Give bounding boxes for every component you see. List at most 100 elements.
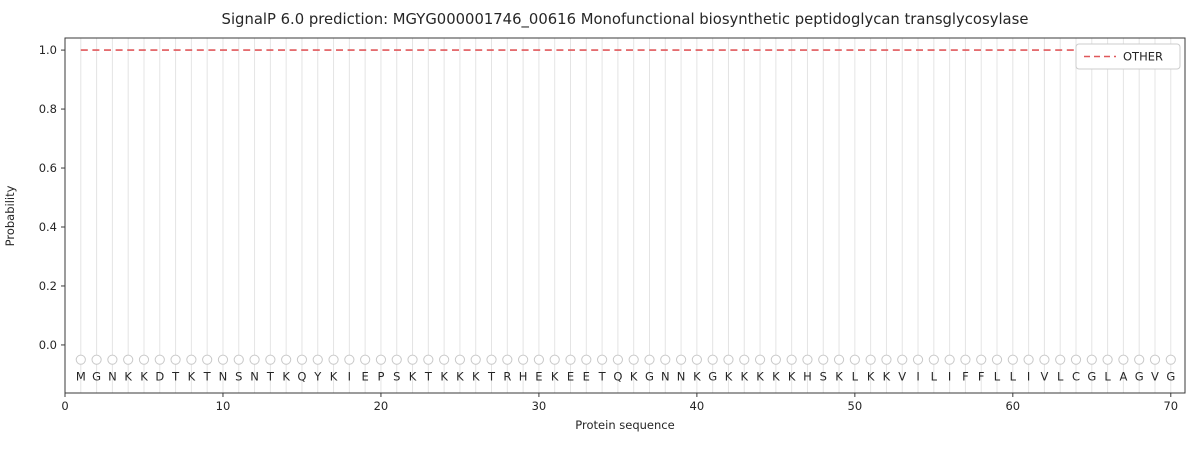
residue-letter: K xyxy=(456,370,464,384)
residue-letter: F xyxy=(978,370,985,384)
residue-letter: T xyxy=(171,370,180,384)
residue-letter: T xyxy=(266,370,275,384)
residue-marker xyxy=(944,354,955,365)
residue-letter: K xyxy=(440,370,448,384)
residue-marker xyxy=(691,354,702,365)
residue-marker xyxy=(91,354,102,365)
residue-letter: L xyxy=(1057,370,1064,384)
residue-letter: N xyxy=(677,370,686,384)
residue-letter: H xyxy=(519,370,528,384)
residue-letter: E xyxy=(567,370,574,384)
residue-letter: V xyxy=(1151,370,1159,384)
residue-marker xyxy=(628,354,639,365)
residue-letter: K xyxy=(725,370,733,384)
residue-marker xyxy=(1086,354,1097,365)
residue-marker xyxy=(470,354,481,365)
residue-marker xyxy=(281,354,292,365)
residue-letter: A xyxy=(1119,370,1127,384)
residue-marker xyxy=(454,354,466,365)
residue-letter: K xyxy=(883,370,891,384)
residue-marker xyxy=(928,354,939,365)
residue-letter: L xyxy=(1104,370,1111,384)
residue-letter: E xyxy=(362,370,369,384)
residue-marker xyxy=(849,354,860,365)
residue-letter: T xyxy=(203,370,212,384)
residue-marker xyxy=(739,354,750,365)
residue-marker xyxy=(1023,354,1034,365)
residue-marker xyxy=(960,354,971,365)
residue-letter: K xyxy=(140,370,148,384)
residue-marker xyxy=(723,354,734,365)
residue-letter: V xyxy=(1040,370,1048,384)
residue-letter: N xyxy=(661,370,670,384)
residue-marker xyxy=(897,354,908,365)
x-axis-label: Protein sequence xyxy=(575,418,674,432)
residue-marker xyxy=(518,354,529,365)
residue-marker xyxy=(1070,354,1082,365)
y-tick-label: 0.0 xyxy=(39,338,57,352)
residue-marker xyxy=(786,354,797,365)
residue-letter: K xyxy=(409,370,417,384)
residue-marker xyxy=(375,354,387,365)
x-tick-label: 10 xyxy=(216,399,231,413)
residue-letter: K xyxy=(124,370,132,384)
chart-title: SignalP 6.0 prediction: MGYG000001746_00… xyxy=(222,11,1029,28)
residue-marker xyxy=(1149,354,1161,365)
residue-letter: K xyxy=(551,370,559,384)
residue-letter: K xyxy=(867,370,875,384)
legend-other-label: OTHER xyxy=(1123,50,1163,64)
residue-letter: K xyxy=(630,370,638,384)
residue-marker xyxy=(565,354,576,365)
residue-letter: E xyxy=(535,370,542,384)
residue-letter: G xyxy=(1166,370,1175,384)
residue-marker xyxy=(1039,354,1050,365)
y-tick-label: 0.8 xyxy=(39,102,57,116)
residue-marker xyxy=(770,354,781,365)
residue-marker xyxy=(865,354,876,365)
y-tick-label: 0.6 xyxy=(39,161,57,175)
residue-marker xyxy=(170,354,181,365)
plot-area: 0 10 20 30 40 50 60 700.00.20.40.60.81.0M G N K K D T… xyxy=(39,37,1186,413)
residue-marker xyxy=(612,354,623,365)
residue-letter: K xyxy=(330,370,338,384)
residue-marker xyxy=(138,354,150,365)
residue-letter: G xyxy=(92,370,101,384)
residue-marker xyxy=(186,354,197,365)
residue-letter: R xyxy=(503,370,511,384)
residue-marker xyxy=(328,354,339,365)
residue-marker xyxy=(249,354,260,365)
legend-box xyxy=(1075,43,1181,70)
residue-letter: I xyxy=(1027,370,1030,384)
residue-marker xyxy=(1118,354,1129,365)
residue-letter: K xyxy=(188,370,196,384)
residue-letter: F xyxy=(962,370,969,384)
residue-marker xyxy=(754,354,766,365)
residue-letter: T xyxy=(598,370,607,384)
residue-letter: D xyxy=(155,370,164,384)
residue-letter: S xyxy=(235,370,242,384)
residue-letter: V xyxy=(898,370,906,384)
y-tick-label: 1.0 xyxy=(39,43,57,57)
residue-letter: N xyxy=(108,370,117,384)
residue-marker xyxy=(502,354,513,365)
residue-marker xyxy=(707,354,718,365)
residue-marker xyxy=(75,354,86,365)
residue-letter: G xyxy=(1135,370,1144,384)
residue-marker xyxy=(976,354,987,365)
residue-letter: S xyxy=(820,370,827,384)
x-tick-label: 70 xyxy=(1163,399,1178,413)
y-tick-label: 0.2 xyxy=(39,279,57,293)
residue-letter: K xyxy=(693,370,701,384)
x-tick-label: 60 xyxy=(1005,399,1020,413)
x-tick-label: 0 xyxy=(61,399,68,413)
residue-marker xyxy=(675,354,687,365)
residue-letter: S xyxy=(393,370,400,384)
residue-marker xyxy=(407,354,418,365)
residue-marker xyxy=(991,354,1003,365)
residue-letter: L xyxy=(1010,370,1017,384)
residue-letter: G xyxy=(708,370,717,384)
residue-letter: K xyxy=(740,370,748,384)
residue-marker xyxy=(881,354,892,365)
